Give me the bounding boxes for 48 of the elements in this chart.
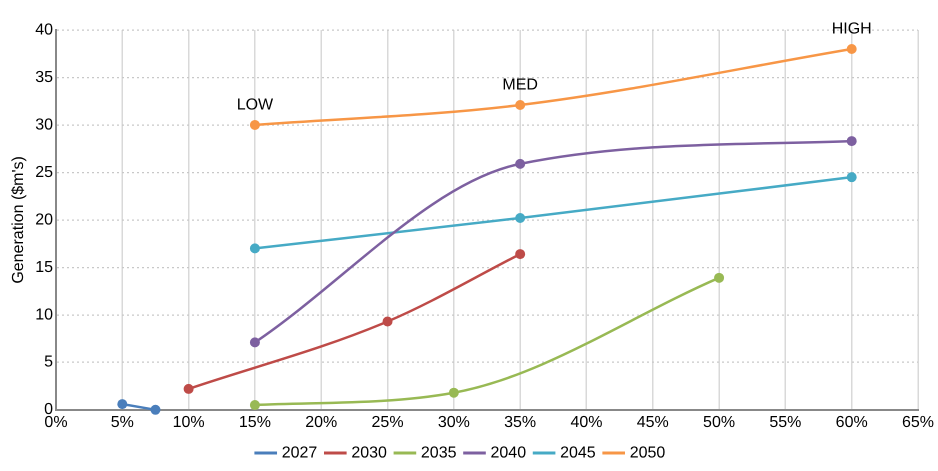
point	[150, 404, 160, 415]
point	[846, 136, 857, 146]
y-tick-label: 25	[35, 164, 54, 181]
x-tick-label: 10%	[172, 414, 205, 431]
y-axis-title: Generation ($m's)	[10, 156, 28, 284]
annotation: LOW	[236, 96, 274, 114]
x-tick-label: 30%	[438, 414, 470, 431]
y-tick-label: 5	[44, 354, 54, 371]
y-tick-label: 40	[35, 21, 54, 38]
x-tick-label: 45%	[636, 414, 669, 431]
y-tick-label: 15	[35, 258, 54, 276]
x-tick-label: 15%	[238, 414, 271, 431]
legend-label: 2027	[282, 444, 318, 462]
point	[448, 388, 459, 398]
legend-label: 2050	[630, 444, 666, 462]
point	[515, 249, 526, 260]
legend-label: 2035	[420, 444, 457, 462]
x-tick-label: 35%	[504, 414, 536, 431]
x-tick-label: 20%	[305, 414, 338, 431]
legend-label: 2030	[351, 444, 388, 462]
x-tick-label: 65%	[902, 414, 934, 431]
legend-label: 2045	[560, 444, 596, 462]
point	[515, 100, 526, 110]
x-tick-label: 5%	[110, 414, 134, 431]
y-tick-label: 35	[35, 68, 54, 86]
point	[250, 400, 260, 410]
annotation: HIGH	[832, 20, 872, 38]
legend-label: 2040	[490, 444, 526, 462]
point	[250, 120, 260, 130]
point	[117, 399, 128, 410]
y-tick-label: 20	[35, 211, 54, 228]
point	[184, 384, 194, 394]
point	[714, 272, 724, 283]
point	[382, 316, 393, 326]
point	[846, 172, 857, 182]
x-tick-label: 60%	[836, 414, 868, 431]
y-tick-label: 10	[35, 306, 54, 324]
point	[515, 213, 526, 223]
point	[846, 44, 857, 54]
point	[250, 337, 260, 348]
x-tick-label: 25%	[372, 414, 404, 431]
point	[515, 158, 526, 169]
x-tick-label: 55%	[769, 414, 802, 431]
point	[250, 243, 260, 254]
x-tick-label: 40%	[570, 414, 602, 431]
y-tick-label: 30	[35, 116, 54, 134]
annotation: MED	[502, 76, 538, 94]
x-tick-label: 50%	[703, 414, 736, 431]
